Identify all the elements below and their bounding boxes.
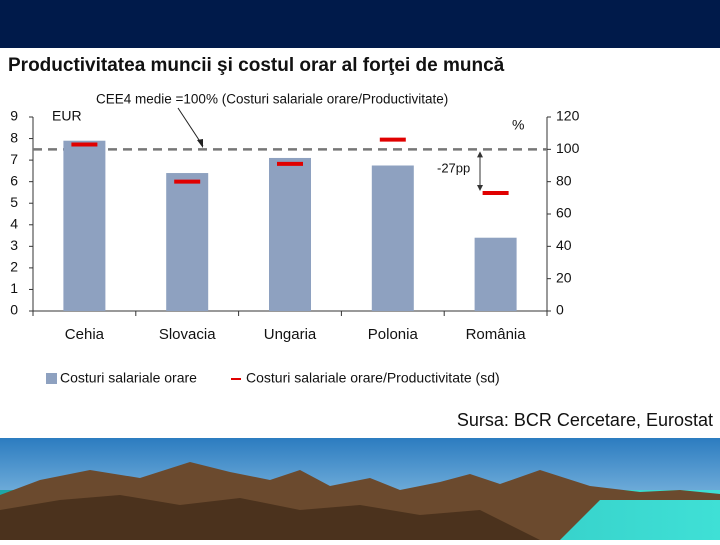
landscape xyxy=(0,438,720,540)
y2-tick-label: 100 xyxy=(556,140,580,156)
reference-label: CEE4 medie =100% (Costuri salariale orar… xyxy=(96,92,448,107)
bar xyxy=(166,173,209,311)
y-tick-label: 9 xyxy=(10,108,18,124)
y2-tick-label: 40 xyxy=(556,237,572,253)
y-tick-label: 5 xyxy=(10,194,18,210)
x-tick-label: Slovacia xyxy=(159,326,216,343)
y-tick-label: 4 xyxy=(10,215,18,231)
y-tick-label: 1 xyxy=(10,280,18,296)
y2-axis-label: % xyxy=(512,117,524,133)
y-tick-label: 6 xyxy=(10,172,18,188)
reference-arrow xyxy=(177,107,204,147)
x-tick-label: Polonia xyxy=(368,326,419,343)
y2-tick-label: 60 xyxy=(556,205,572,221)
x-tick-label: Ungaria xyxy=(264,326,317,343)
bar xyxy=(269,157,311,311)
gap-arrow-head xyxy=(477,184,483,191)
bar xyxy=(63,140,106,311)
y2-tick-label: 20 xyxy=(556,269,572,285)
y-tick-label: 7 xyxy=(10,151,18,167)
chart-title: Productivitatea muncii şi costul orar al… xyxy=(8,55,505,76)
header-bar xyxy=(0,0,720,48)
gap-label: -27pp xyxy=(437,160,470,175)
source: Sursa: BCR Cercetare, Eurostat xyxy=(457,410,713,430)
y-tick-label: 3 xyxy=(10,237,18,253)
gap-arrow-head xyxy=(477,151,483,158)
reference-arrow-head xyxy=(197,139,203,148)
legend-swatch xyxy=(46,373,57,384)
content-bg xyxy=(0,48,720,438)
y2-tick-label: 120 xyxy=(556,108,580,124)
x-tick-label: România xyxy=(466,326,527,343)
bar xyxy=(371,165,414,311)
y-tick-label: 0 xyxy=(10,302,18,318)
x-tick-label: Cehia xyxy=(65,326,105,343)
y-tick-label: 2 xyxy=(10,259,18,275)
y2-tick-label: 0 xyxy=(556,302,564,318)
legend-label: Costuri salariale orare/Productivitate (… xyxy=(246,370,500,386)
mountains-front xyxy=(0,495,540,540)
y-axis-label: EUR xyxy=(52,108,82,124)
bar xyxy=(474,237,517,311)
legend-label: Costuri salariale orare xyxy=(60,370,197,386)
y-tick-label: 8 xyxy=(10,129,18,145)
y2-tick-label: 80 xyxy=(556,172,572,188)
